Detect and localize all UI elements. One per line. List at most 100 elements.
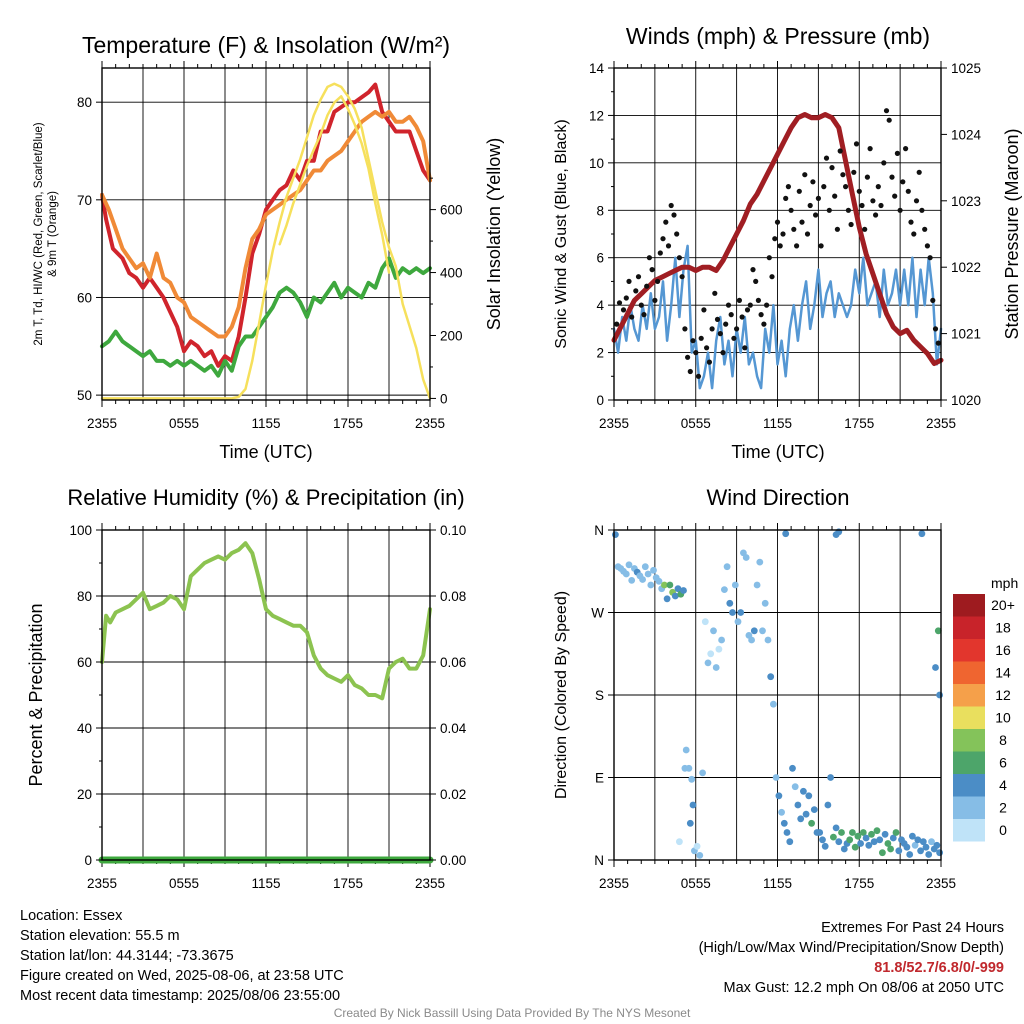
direction-point [922,843,930,851]
gust-point [932,326,939,332]
y-axis-label-line1: 2m T, Td, HI/WC (Red, Green, Scarlet/Blu… [33,122,45,345]
gust-point [867,146,873,152]
direction-point [851,843,859,851]
plot-border [613,67,942,401]
gust-point [663,219,669,225]
gust-point [764,302,770,308]
gust-point [753,278,759,284]
direction-point [639,576,646,583]
y-axis-label-line2: & 9m T (Orange) [47,191,59,277]
direction-point [881,830,889,838]
x-tick-label: 1155 [763,876,792,891]
gust-point [704,345,710,351]
direction-point [723,563,731,571]
legend-label: 14 [995,665,1011,681]
gust-point [922,226,928,232]
direction-point [707,650,715,658]
legend-swatch [953,729,985,752]
legend-label: 20+ [991,597,1015,613]
gust-point [873,212,879,218]
station-elevation: Station elevation: 55.5 m [20,928,180,944]
gust-point [851,169,857,175]
gust-point [889,174,895,180]
gust-point [761,321,767,327]
direction-point [857,840,864,847]
direction-point [936,849,943,857]
direction-point [918,530,926,538]
x-tick-label: 2355 [415,416,445,431]
y-tick-label: 70 [77,193,92,208]
x-tick-label: 0555 [681,876,711,891]
gust-point [894,150,901,156]
speed-legend: mph 20+ 18 16 14 12 10 8 6 4 2 0 [953,575,1018,842]
gust-point [826,207,832,213]
direction-point [671,592,679,600]
gust-point [897,207,903,213]
gust-point [913,198,920,204]
gust-point [829,165,835,171]
y-axis-label-text: Sonic Wind & Gust (Blue, Black) [553,119,570,348]
direction-point [830,833,837,841]
direction-point [783,829,791,836]
gust-point [837,148,843,154]
gust-point [709,326,715,332]
x-tick-label: 0555 [681,416,711,431]
y2-tick-label: 0.04 [440,721,467,736]
gust-point [788,207,794,213]
plot-border [101,529,431,861]
series-pressure [611,112,944,366]
legend-label: 16 [995,642,1011,658]
legend-label: 2 [999,800,1007,816]
chart-title: Temperature (F) & Insolation (W/m²) [82,32,450,58]
gust-point [668,202,674,209]
gust-point [818,243,824,249]
gust-point [665,243,672,249]
direction-point [838,829,845,836]
direction-point [887,845,894,853]
gust-point [878,202,884,209]
y2-axis-label-text: Station Pressure (Maroon) [1002,128,1022,339]
figure-created: Figure created on Wed, 2025-08-06, at 23… [20,968,344,984]
direction-point [835,838,843,846]
y-tick-label: 4 [596,298,604,313]
gust-point [614,321,620,327]
gust-point [739,314,745,320]
legend-swatch [953,819,985,842]
gust-point [695,373,702,379]
direction-point [808,819,815,827]
gust-point [620,307,627,313]
extremes-title: Extremes For Past 24 Hours [821,920,1004,936]
x-tick-label: 1155 [251,416,280,431]
y2-tick-label: 600 [440,203,463,218]
direction-point [819,836,826,844]
direction-point [701,618,709,626]
direction-point [681,764,689,772]
gust-point [924,243,931,249]
gust-point [687,368,693,375]
y-tick-label: W [591,606,604,621]
extremes-info: Extremes For Past 24 Hours (High/Low/Max… [699,918,1004,998]
gust-point [652,297,658,303]
gust-point [908,219,914,225]
gust-point [810,179,816,185]
y-tick-label: S [595,688,604,703]
gust-point [845,207,852,213]
gust-point [766,255,772,261]
y-tick-label: 12 [589,108,604,123]
gust-point [823,155,830,161]
direction-point [715,645,723,653]
direction-point [655,577,663,585]
direction-point [782,530,790,538]
gust-point [698,335,704,341]
gust-point [802,172,808,178]
direction-point [753,581,761,589]
y-tick-label: 0 [84,853,92,868]
gust-point [712,290,718,296]
y2-axis-label: Station Pressure (Maroon) [1002,128,1022,339]
direction-point [903,843,911,851]
gust-point [706,359,713,365]
direction-point [827,774,834,781]
direction-point [686,819,694,827]
direction-point [810,806,818,813]
gust-point [769,274,775,280]
